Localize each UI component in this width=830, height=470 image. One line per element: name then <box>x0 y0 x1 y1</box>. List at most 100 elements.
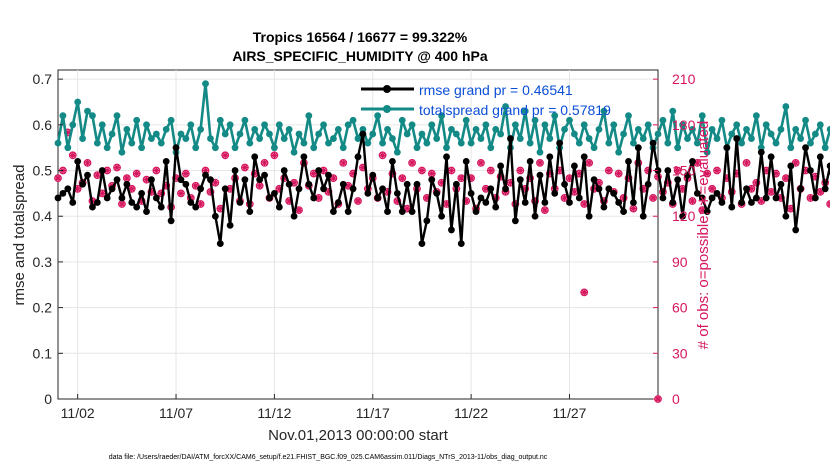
rmse-point <box>541 199 549 206</box>
totalspread-point <box>777 126 785 133</box>
rmse-point <box>103 194 111 202</box>
obs-evaluated-point <box>487 167 495 175</box>
rmse-point <box>325 171 332 179</box>
rmse-point <box>290 212 298 220</box>
rmse-point <box>551 189 559 197</box>
obs-evaluated-point <box>202 167 210 175</box>
obs-evaluated-point <box>123 174 131 182</box>
obs-evaluated-point <box>408 159 416 167</box>
rmse-point <box>689 157 696 165</box>
obs-evaluated-point <box>172 174 180 182</box>
totalspread-point <box>570 130 578 138</box>
obs-evaluated-point <box>54 174 62 182</box>
rmse-point <box>143 208 150 216</box>
totalspread-point <box>457 139 465 147</box>
totalspread-point <box>630 139 637 147</box>
obs-evaluated-point <box>290 179 298 187</box>
rmse-point <box>772 194 780 202</box>
totalspread-point <box>659 116 667 124</box>
obs-evaluated-point <box>113 163 121 171</box>
rmse-point <box>246 208 254 216</box>
rmse-point <box>811 194 819 202</box>
obs-evaluated-point <box>315 194 323 202</box>
obs-evaluated-point <box>506 179 514 187</box>
rmse-point <box>315 167 323 174</box>
obs-evaluated-point <box>585 159 593 167</box>
rmse-point <box>226 221 234 229</box>
totalspread-point <box>133 116 141 124</box>
obs-evaluated-point <box>787 205 795 213</box>
obs-evaluated-point <box>349 170 357 178</box>
rmse-point <box>536 171 544 179</box>
totalspread-point <box>811 130 819 138</box>
totalspread-point <box>452 130 460 138</box>
obs-evaluated-point <box>310 170 318 178</box>
totalspread-point <box>679 121 686 129</box>
rmse-point <box>752 194 760 202</box>
obs-evaluated-point <box>157 189 165 197</box>
obs-evaluated-point <box>206 188 214 196</box>
totalspread-point <box>482 121 490 129</box>
obs-evaluated-point <box>69 151 77 159</box>
totalspread-point <box>300 139 308 147</box>
rmse-point <box>438 212 446 220</box>
rmse-point <box>531 212 539 220</box>
rmse-point <box>275 203 283 211</box>
rmse-point <box>354 153 362 161</box>
x-tick-label: 11/12 <box>257 405 291 421</box>
totalspread-point <box>511 121 519 129</box>
totalspread-point <box>733 121 741 129</box>
totalspread-point <box>305 112 313 120</box>
totalspread-point <box>290 148 298 156</box>
totalspread-point <box>325 139 332 147</box>
rmse-point <box>457 240 465 248</box>
totalspread-point <box>541 121 549 129</box>
grid <box>58 70 658 399</box>
rmse-point <box>256 176 264 184</box>
rmse-point <box>728 203 736 211</box>
totalspread-point <box>79 135 86 142</box>
obs-evaluated-point <box>674 167 682 175</box>
rmse-point <box>600 203 608 211</box>
obs-evaluated-point <box>477 159 485 167</box>
totalspread-point <box>270 144 278 152</box>
obs-evaluated-point <box>688 197 696 205</box>
totalspread-point <box>74 98 82 106</box>
rmse-point <box>216 240 224 248</box>
obs-evaluated-point <box>256 182 264 190</box>
rmse-point <box>644 180 652 188</box>
rmse-point <box>138 189 146 197</box>
totalspread-point <box>413 144 421 152</box>
rmse-point <box>79 180 86 188</box>
rmse-point <box>295 185 303 193</box>
obs-evaluated-point <box>74 185 82 193</box>
rmse-point <box>816 153 824 161</box>
rmse-point <box>398 208 406 216</box>
rmse-point <box>792 226 800 234</box>
obs-evaluated-point <box>649 194 657 202</box>
rmse-point <box>54 194 62 202</box>
legend: rmse grand pr = 0.46541 totalspread gran… <box>361 82 611 118</box>
obs-evaluated-point <box>561 194 569 202</box>
rmse-point <box>202 171 209 179</box>
rmse-point <box>339 180 347 188</box>
obs-evaluated-point <box>679 185 687 193</box>
totalspread-point <box>561 126 568 133</box>
rmse-point <box>320 185 327 193</box>
obs-evaluated-point <box>241 163 249 171</box>
totalspread-point <box>349 116 357 124</box>
rmse-point <box>379 185 386 193</box>
obs-evaluated-point <box>133 170 141 178</box>
rmse-point <box>605 185 613 193</box>
obs-evaluated-point <box>64 128 72 136</box>
totalspread-point <box>54 139 62 147</box>
rmse-point <box>344 208 352 216</box>
rmse-point <box>492 203 500 211</box>
totalspread-point <box>762 121 770 129</box>
rmse-point <box>349 185 357 193</box>
series-layer <box>54 80 830 403</box>
obs-evaluated-point <box>580 200 588 208</box>
totalspread-point <box>123 126 131 133</box>
totalspread-point <box>315 130 323 138</box>
rmse-point <box>384 208 391 216</box>
